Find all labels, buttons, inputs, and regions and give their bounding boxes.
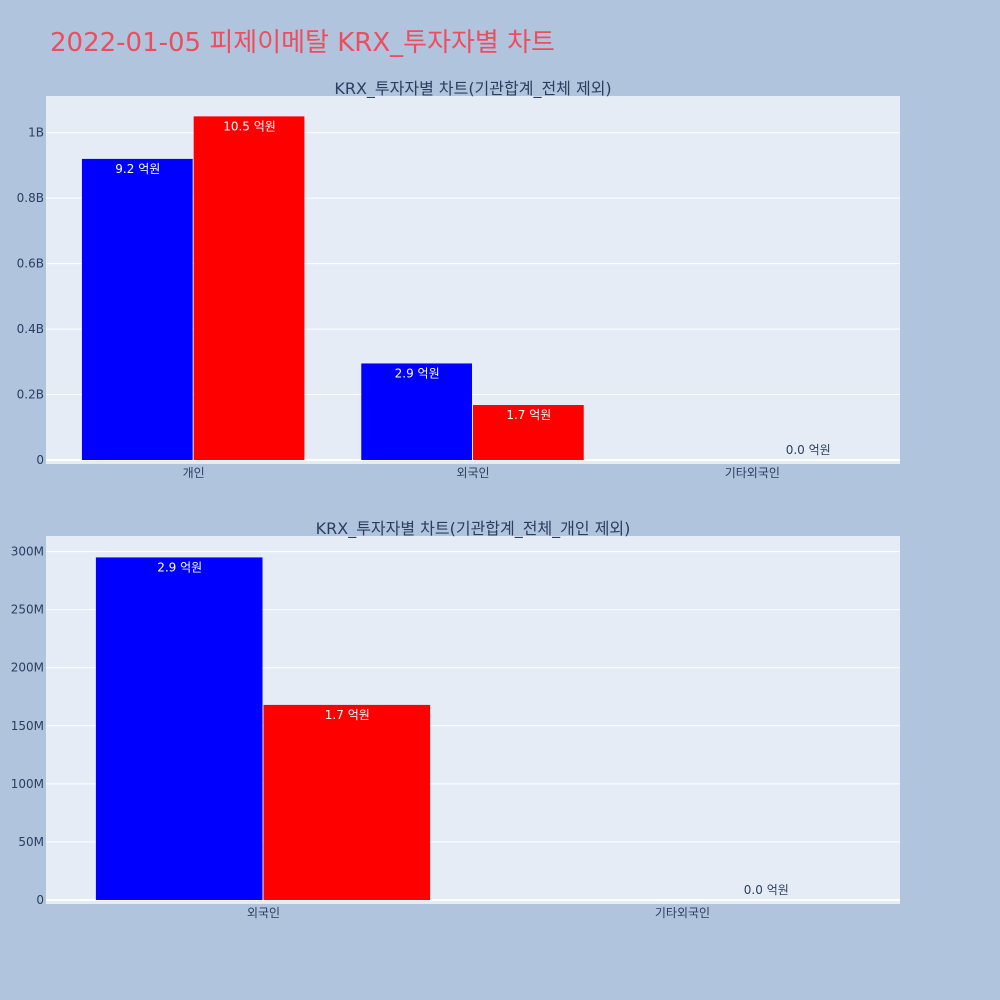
- x-tick-label: 기타외국인: [725, 466, 780, 480]
- x-tick-label: 기타외국인: [655, 906, 710, 920]
- x-tick-label: 개인: [183, 466, 205, 480]
- data-label: 1.7 억원: [506, 408, 551, 422]
- page-title: 2022-01-05 피제이메탈 KRX_투자자별 차트: [50, 28, 555, 58]
- y-tick-label: 300M: [11, 545, 44, 559]
- y-tick-label: 100M: [11, 777, 44, 791]
- data-label: 1.7 억원: [325, 708, 370, 722]
- chart-bottom: 0 50M 100M 150M 200M 250M 300M 외국인 2.9 억원 1.7 억원기…: [11, 519, 900, 920]
- y-tick-label: 0.4B: [17, 322, 44, 336]
- y-tick-label: 200M: [11, 661, 44, 675]
- data-label: 2.9 억원: [395, 366, 440, 380]
- data-label: 0.0 억원: [744, 883, 789, 897]
- y-tick-label: 150M: [11, 719, 44, 733]
- y-tick-label: 0.6B: [17, 257, 44, 271]
- chart-title: KRX_투자자별 차트(기관합계_전체_개인 제외): [316, 519, 631, 539]
- chart-title: KRX_투자자별 차트(기관합계_전체 제외): [334, 79, 611, 99]
- y-tick-label: 1B: [28, 126, 44, 140]
- y-tick-label: 0: [36, 453, 44, 467]
- y-tick-label: 0: [36, 893, 44, 907]
- bar: [361, 363, 472, 460]
- bar: [95, 557, 263, 900]
- x-tick-label: 외국인: [247, 906, 280, 920]
- y-tick-label: 0.8B: [17, 191, 44, 205]
- y-tick-label: 50M: [18, 835, 44, 849]
- bar: [81, 158, 193, 460]
- x-tick-label: 외국인: [456, 466, 489, 480]
- y-tick-label: 0.2B: [17, 388, 44, 402]
- data-label: 0.0 억원: [786, 443, 831, 457]
- bar: [473, 405, 584, 460]
- data-label: 10.5 억원: [223, 119, 276, 133]
- bar: [193, 116, 305, 460]
- data-label: 9.2 억원: [115, 162, 160, 176]
- bar: [263, 704, 431, 900]
- data-label: 2.9 억원: [157, 560, 202, 574]
- y-tick-label: 250M: [11, 603, 44, 617]
